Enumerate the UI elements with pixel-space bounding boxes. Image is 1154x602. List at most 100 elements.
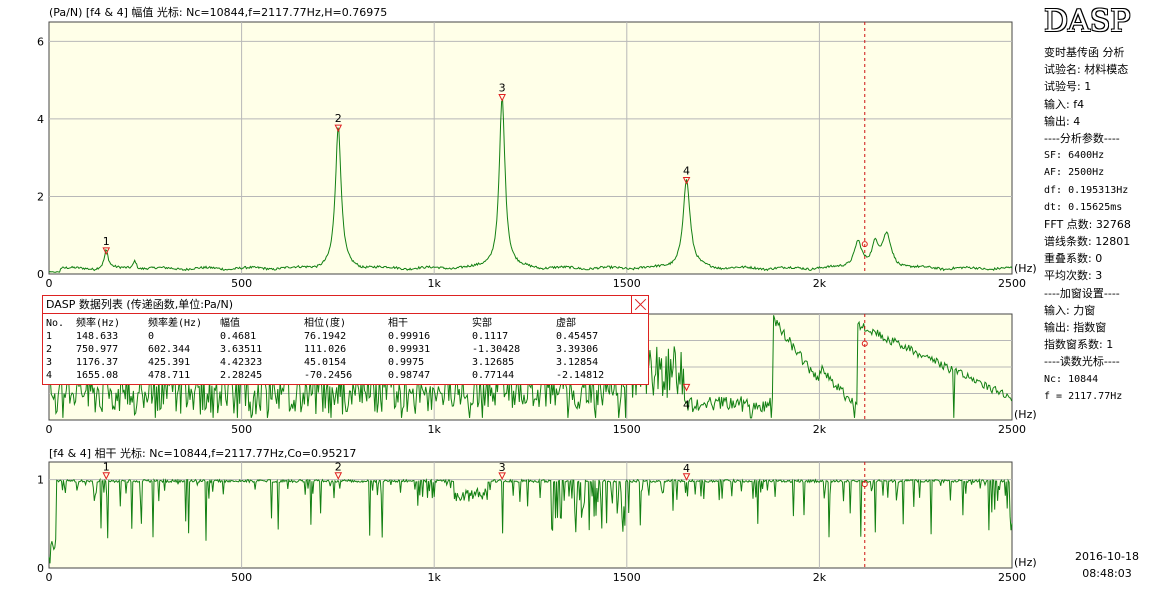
x-tick-label: 1k: [428, 571, 442, 584]
table-row[interactable]: 4 1655.08 478.711 2.28245 -70.2456 0.987…: [46, 369, 636, 382]
timestamp: 2016-10-18 08:48:03: [1060, 548, 1154, 582]
coherence-panel[interactable]: [f4 & 4] 相干 光标: Nc=10844,f=2117.77Hz,Co=…: [37, 446, 1037, 584]
cell: 0.99916: [388, 331, 431, 342]
peak-label: 3: [499, 461, 506, 474]
coherence-plot-bg: [48, 461, 1013, 569]
peak-label: 2: [335, 461, 342, 474]
peak-marker[interactable]: [498, 94, 506, 102]
cell: 0: [148, 331, 155, 342]
peak-marker[interactable]: [102, 247, 111, 255]
param-fft-points: FFT 点数: 32768: [1044, 217, 1131, 231]
peak-label: 2: [335, 112, 342, 125]
section-analysis-params: ----分析参数----: [1044, 131, 1120, 145]
cell: -70.2456: [304, 370, 353, 381]
table-row[interactable]: 2 750.977 602.344 3.63511 111.026 0.9993…: [46, 343, 636, 356]
output-channel: 输出: 4: [1044, 114, 1081, 128]
coherence-x-unit: (Hz): [1014, 556, 1037, 569]
peak-marker[interactable]: [334, 472, 343, 480]
peak-marker[interactable]: [102, 472, 111, 480]
col-real: 实部: [472, 318, 492, 329]
x-tick-label: 2k: [813, 571, 827, 584]
cell: 148.633: [76, 331, 119, 342]
param-averages: 平均次数: 3: [1044, 269, 1103, 283]
peak-marker[interactable]: [682, 473, 691, 481]
y-tick-label: 2: [37, 190, 44, 203]
sidebar-lines: 变时基传函 分析 试验名: 材料模态 试验号: 1 输入: f4 输出: 4 -…: [1044, 44, 1154, 405]
test-name: 试验名: 材料模态: [1044, 63, 1129, 77]
param-dt: dt: 0.15625ms: [1044, 201, 1123, 213]
cell: 425.391: [148, 357, 191, 368]
param-sf: SF: 6400Hz: [1044, 150, 1105, 162]
cell: 4.42323: [220, 357, 263, 368]
date: 2016-10-18: [1075, 550, 1139, 563]
x-tick-label: 1500: [613, 423, 641, 436]
col-freq-diff: 频率差(Hz): [148, 318, 203, 329]
data-list-title[interactable]: DASP 数据列表 (传递函数,单位:Pa/N): [43, 296, 648, 314]
amplitude-x-unit: (Hz): [1014, 262, 1037, 275]
col-coherence: 相干: [388, 318, 408, 329]
cell: 0.98747: [388, 370, 431, 381]
amplitude-panel[interactable]: (Pa/N) [f4 & 4] 幅值 光标: Nc=10844,f=2117.7…: [37, 5, 1037, 290]
time: 08:48:03: [1082, 567, 1132, 580]
x-tick-label: 0: [46, 571, 53, 584]
col-imag: 虚部: [556, 318, 576, 329]
cell: 1176.37: [76, 357, 119, 368]
cell: 750.977: [76, 344, 119, 355]
cell: 3.12685: [472, 357, 515, 368]
col-phase: 相位(度): [304, 318, 347, 329]
section-window-settings: ----加窗设置----: [1044, 286, 1120, 300]
cell: 1: [46, 331, 53, 342]
cell: 602.344: [148, 344, 191, 355]
col-no: No.: [46, 318, 65, 329]
x-tick-label: 500: [231, 277, 252, 290]
param-overlap: 重叠系数: 0: [1044, 252, 1103, 266]
peak-marker[interactable]: [498, 472, 506, 481]
peak-label: 4: [683, 462, 690, 475]
cell: -2.14812: [556, 370, 605, 381]
x-tick-label: 500: [231, 571, 252, 584]
peak-marker[interactable]: [334, 124, 343, 133]
y-tick-label: 4: [37, 113, 44, 126]
x-tick-label: 1500: [613, 571, 641, 584]
x-tick-label: 0: [46, 423, 53, 436]
cell: 4: [46, 370, 53, 381]
cell: 3: [46, 357, 53, 368]
x-tick-label: 2500: [998, 571, 1026, 584]
cell: 3.39306: [556, 344, 599, 355]
window-exp-coef: 指数窗系数: 1: [1044, 338, 1114, 352]
close-icon[interactable]: [631, 296, 648, 313]
cell: 0.45457: [556, 331, 599, 342]
cell: 3.63511: [220, 344, 263, 355]
window-output: 输出: 指数窗: [1044, 321, 1107, 334]
coherence-header: [f4 & 4] 相干 光标: Nc=10844,f=2117.77Hz,Co=…: [49, 446, 356, 460]
table-row[interactable]: 1 148.633 0 0.4681 76.1942 0.99916 0.111…: [46, 330, 636, 343]
table-header-row: No. 频率(Hz) 频率差(Hz) 幅值 相位(度) 相干 实部 虚部: [46, 317, 636, 330]
y-tick-label: 0: [37, 562, 44, 575]
cell: 1655.08: [76, 370, 119, 381]
test-number: 试验号: 1: [1044, 80, 1092, 94]
x-tick-label: 500: [231, 423, 252, 436]
cell: 3.12854: [556, 357, 599, 368]
x-tick-label: 2500: [998, 423, 1026, 436]
peak-label: 3: [499, 82, 506, 95]
peak-marker[interactable]: [682, 177, 691, 185]
x-tick-label: 2500: [998, 277, 1026, 290]
x-tick-label: 1k: [428, 423, 442, 436]
y-tick-label: 6: [37, 35, 44, 48]
amplitude-trace: [48, 99, 1013, 273]
analysis-type: 变时基传函 分析: [1044, 46, 1125, 59]
data-list-window[interactable]: DASP 数据列表 (传递函数,单位:Pa/N) No. 频率(Hz) 频率差(…: [42, 295, 649, 385]
param-df: df: 0.195313Hz: [1044, 184, 1129, 196]
table-row[interactable]: 3 1176.37 425.391 4.42323 45.0154 0.9975…: [46, 356, 636, 369]
input-channel: 输入: f4: [1044, 97, 1085, 111]
cursor-freq: f = 2117.77Hz: [1044, 390, 1123, 402]
peak-marker[interactable]: [682, 383, 691, 392]
cell: 76.1942: [304, 331, 347, 342]
cell: 45.0154: [304, 357, 347, 368]
cell: 0.4681: [220, 331, 257, 342]
coherence-trace: [48, 477, 1013, 564]
param-af: AF: 2500Hz: [1044, 167, 1105, 179]
col-freq: 频率(Hz): [76, 318, 121, 329]
amplitude-plot-bg: [48, 21, 1013, 275]
cursor-nc: Nc: 10844: [1044, 373, 1099, 385]
